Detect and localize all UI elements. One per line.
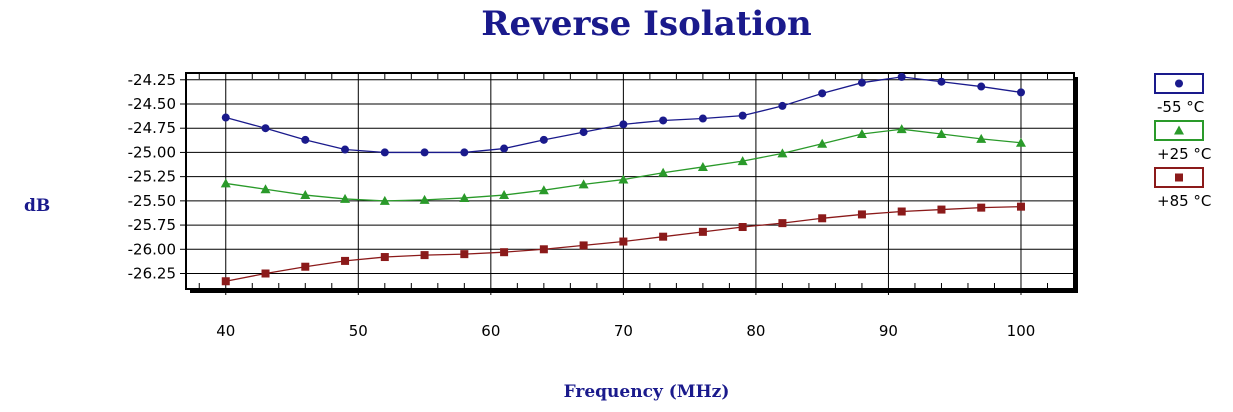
data-point	[380, 148, 389, 157]
legend-label: +25 °C	[1157, 145, 1211, 163]
data-point	[857, 210, 866, 219]
y-tick-label: -25.00	[128, 143, 176, 161]
data-point	[539, 135, 548, 144]
data-point	[538, 185, 549, 195]
data-point	[856, 129, 867, 139]
data-point	[1016, 88, 1025, 97]
data-point	[419, 194, 430, 204]
data-point	[698, 114, 707, 123]
x-tick-label: 100	[1007, 322, 1036, 340]
data-point	[579, 241, 588, 250]
data-point	[261, 269, 270, 278]
data-point	[220, 178, 231, 188]
data-point	[778, 101, 787, 110]
data-point	[460, 250, 469, 259]
data-point	[818, 89, 827, 98]
x-tick-label: 70	[614, 322, 633, 340]
y-tick-label: -25.75	[128, 216, 176, 234]
legend-label: +85 °C	[1157, 192, 1211, 210]
data-point	[379, 195, 390, 205]
y-tick-label: -26.25	[128, 265, 176, 283]
data-point	[659, 116, 668, 125]
data-point	[738, 111, 747, 120]
plot-area: -24.25 -24.50 -24.75 -25.00 -25.25 -25.50 -25.…	[128, 71, 1078, 340]
data-point	[221, 113, 230, 122]
data-point	[1016, 202, 1025, 211]
data-point	[977, 82, 986, 91]
data-point	[340, 193, 351, 203]
data-point	[579, 128, 588, 137]
data-point	[300, 190, 311, 200]
data-point	[578, 179, 589, 189]
data-point	[658, 167, 669, 177]
data-point	[460, 148, 469, 157]
plot-background	[186, 73, 1074, 289]
data-point	[737, 156, 748, 166]
data-point	[500, 248, 509, 257]
y-tick-label: -25.50	[128, 192, 176, 210]
data-point	[1015, 137, 1026, 147]
data-point	[459, 192, 470, 202]
data-point	[341, 256, 350, 265]
data-point	[937, 205, 946, 214]
x-tick-label: 60	[481, 322, 500, 340]
x-tick-label: 80	[746, 322, 765, 340]
y-tick-label: -24.50	[128, 95, 176, 113]
data-point	[897, 207, 906, 216]
data-point	[1174, 125, 1184, 135]
x-tick-label: 40	[216, 322, 235, 340]
legend: -55 °C +25 °C +85 °C	[1154, 73, 1211, 210]
x-tick-label: 50	[349, 322, 368, 340]
data-point	[539, 245, 548, 254]
data-point	[738, 223, 747, 232]
data-point	[221, 277, 230, 286]
data-point	[1175, 173, 1183, 182]
data-point	[897, 72, 906, 81]
data-point	[420, 148, 429, 157]
data-point	[896, 124, 907, 134]
data-point	[817, 138, 828, 148]
data-point	[380, 253, 389, 262]
y-axis-label: dB	[24, 196, 51, 216]
chart-title: Reverse Isolation	[481, 4, 812, 44]
data-point	[937, 77, 946, 86]
data-point	[261, 124, 270, 133]
x-axis-label: Frequency (MHz)	[563, 382, 730, 402]
y-tick-label: -24.25	[128, 71, 176, 89]
data-point	[619, 120, 628, 129]
y-tick-label: -26.00	[128, 240, 176, 258]
data-point	[977, 203, 986, 212]
plot-frame	[185, 72, 1075, 290]
data-point	[301, 135, 310, 144]
data-point	[659, 232, 668, 241]
data-point	[976, 133, 987, 143]
data-point	[618, 174, 629, 184]
data-point	[777, 148, 788, 158]
y-tick-label: -24.75	[128, 119, 176, 137]
data-point	[341, 145, 350, 154]
legend-label: -55 °C	[1157, 98, 1204, 116]
data-point	[818, 214, 827, 223]
data-point	[936, 129, 947, 139]
data-point	[500, 144, 509, 153]
data-point	[420, 251, 429, 260]
y-tick-label: -25.25	[128, 168, 176, 186]
data-point	[857, 78, 866, 87]
data-point	[778, 219, 787, 228]
data-point	[1175, 79, 1183, 88]
data-point	[698, 227, 707, 236]
data-point	[499, 190, 510, 200]
data-point	[260, 184, 271, 194]
data-point	[301, 262, 310, 271]
x-tick-label: 90	[879, 322, 898, 340]
data-point	[619, 237, 628, 246]
data-point	[697, 161, 708, 171]
